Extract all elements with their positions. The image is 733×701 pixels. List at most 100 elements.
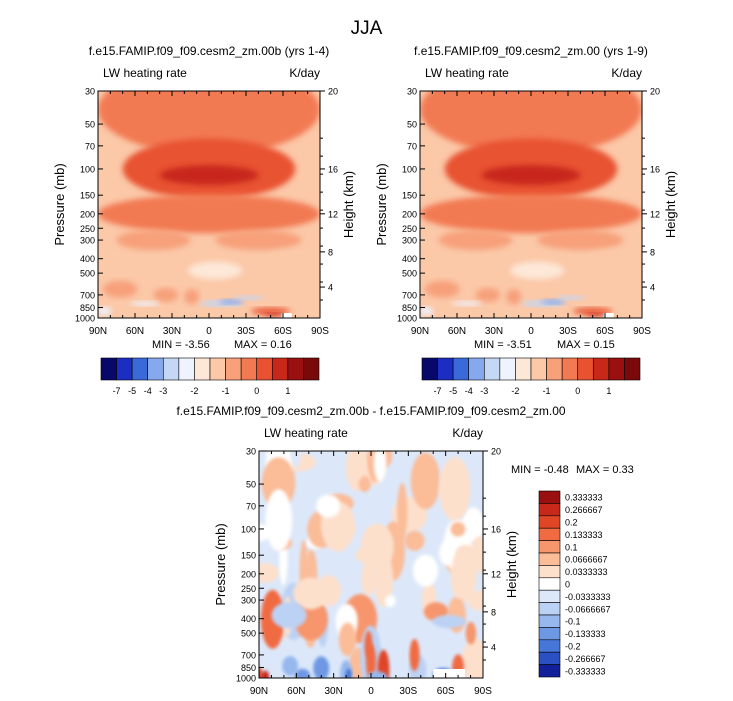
y-tick-label: 700 [402, 290, 417, 300]
field-region [233, 295, 264, 300]
y-tick-label: 500 [402, 269, 417, 279]
y-tick-label: 250 [80, 224, 95, 234]
y2-tick-label: 16 [650, 164, 660, 174]
x-tick-label: 60S [596, 326, 614, 337]
field-region [455, 544, 477, 562]
colorbar-label: -0.266667 [565, 654, 606, 664]
field-region [215, 230, 302, 251]
field-region [259, 563, 280, 583]
colorbar-3: 0.333333 0.266667 0.2 0.133333 0.1 0.0666667 0… [538, 490, 611, 678]
field-layer [259, 451, 483, 678]
colorbar-swatch [538, 602, 561, 616]
colorbar-swatch [530, 357, 547, 381]
field-region [364, 630, 373, 659]
colorbar-swatch [225, 357, 242, 381]
field-layer [98, 91, 320, 318]
y-tick-label: 50 [246, 480, 256, 490]
field-region [315, 575, 342, 607]
field-region [377, 649, 390, 678]
colorbar-label: -4 [144, 386, 152, 396]
colorbar-swatch [131, 357, 149, 381]
y2-axis-title: Height (km) [341, 171, 356, 238]
field-region [184, 289, 200, 305]
x-tick-label: 30S [399, 686, 417, 697]
colorbar-swatch [194, 357, 211, 381]
colorbar-label: -3 [480, 386, 488, 396]
colorbar-label: 0 [575, 386, 580, 396]
y-tick-label: 30 [85, 87, 95, 97]
colorbar-swatch [624, 357, 641, 381]
field-region [250, 307, 291, 315]
y2-axis-title: Height (km) [504, 531, 519, 598]
field-region [461, 638, 483, 678]
units-label: K/day [289, 66, 320, 80]
colorbar-1: -7 -5 -4 -3 -2 -1 0 1 [100, 357, 320, 396]
colorbar-label: 0 [254, 386, 259, 396]
colorbar-swatch [546, 357, 563, 381]
y-tick-label: 300 [80, 236, 95, 246]
colorbar-swatch [538, 627, 561, 641]
field-region [453, 561, 466, 599]
colorbar-swatch [421, 357, 438, 381]
field-region [265, 489, 293, 552]
colorbar-swatch [499, 357, 516, 381]
colorbar-swatch [271, 357, 289, 381]
field-region [345, 668, 352, 678]
x-tick-label: 90S [474, 686, 492, 697]
colorbar-label: -7 [113, 386, 121, 396]
field-region [316, 494, 341, 518]
field-region [465, 621, 477, 645]
y-tick-label: 100 [80, 164, 95, 174]
colorbar-swatch [538, 503, 561, 517]
y-axis-title: Pressure (mb) [213, 523, 228, 605]
colorbar-label: -1 [543, 386, 551, 396]
field-region [572, 307, 613, 315]
field-region [540, 299, 566, 305]
y-tick-label: 250 [402, 224, 417, 234]
field-region [506, 289, 522, 305]
field-region [361, 560, 377, 596]
y2-tick-label: 4 [650, 283, 655, 293]
x-tick-label: 0 [206, 326, 212, 337]
y-tick-label: 400 [80, 254, 95, 264]
figure-title: JJA [350, 18, 383, 39]
field-region [409, 638, 420, 671]
missing-data [281, 313, 292, 318]
min-label: MIN = -3.56 [152, 339, 210, 351]
colorbar-label: -2 [511, 386, 519, 396]
field-region [404, 530, 425, 551]
field-region [367, 671, 388, 678]
y-tick-label: 100 [402, 164, 417, 174]
field-region [313, 656, 330, 678]
colorbar-label: 0.1 [565, 542, 578, 552]
y-axis-title: Pressure (mb) [374, 163, 389, 245]
x-tick-label: 30N [485, 326, 503, 337]
colorbar-swatch [538, 552, 561, 566]
panel-title: f.e15.FAMIP.f09_f09.cesm2_zm.00b (yrs 1-… [89, 44, 330, 58]
colorbar-label: 0.0333333 [565, 567, 608, 577]
colorbar-label: -5 [449, 386, 457, 396]
min-label: MIN = -3.51 [474, 339, 532, 351]
colorbar-label: -2 [190, 386, 198, 396]
colorbar-label: -0.333333 [565, 666, 606, 676]
colorbar-swatch [287, 357, 304, 381]
colorbar-label: -5 [128, 386, 136, 396]
y-tick-label: 50 [85, 120, 95, 130]
y-tick-label: 1000 [75, 314, 95, 324]
field-region [450, 521, 466, 537]
y-tick-label: 700 [241, 650, 256, 660]
colorbar-swatch [561, 357, 579, 381]
y-tick-label: 200 [402, 209, 417, 219]
field-region [322, 507, 354, 552]
x-tick-label: 60S [437, 686, 455, 697]
colorbar-label: 1 [285, 386, 290, 396]
field-region [355, 546, 381, 564]
y-tick-label: 70 [407, 141, 417, 151]
colorbar-label: -0.133333 [565, 629, 606, 639]
colorbar-label: 1 [606, 386, 611, 396]
y-tick-label: 850 [80, 303, 95, 313]
colorbar-swatch [538, 664, 561, 678]
units-label: K/day [611, 66, 642, 80]
field-region [586, 251, 636, 276]
x-tick-label: 0 [528, 326, 534, 337]
